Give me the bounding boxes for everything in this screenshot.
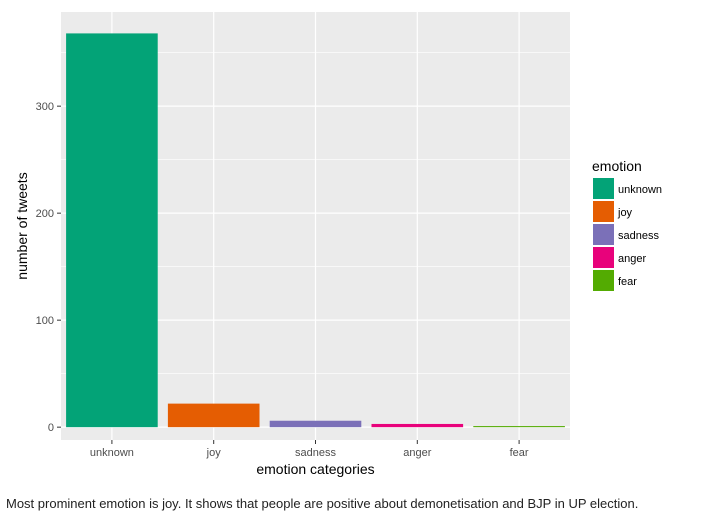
legend-label-unknown: unknown xyxy=(618,184,662,196)
legend-label-sadness: sadness xyxy=(618,230,659,242)
legend-key-sadness xyxy=(593,224,614,245)
y-axis-title: number of tweets xyxy=(14,172,30,279)
legend-key-joy xyxy=(593,201,614,222)
legend-key-fear xyxy=(593,270,614,291)
x-tick-label: anger xyxy=(403,447,431,459)
x-tick-label: joy xyxy=(206,447,222,459)
legend-key-unknown xyxy=(593,178,614,199)
x-tick-label: sadness xyxy=(295,447,336,459)
x-axis-title: emotion categories xyxy=(256,461,374,477)
y-tick-label: 0 xyxy=(48,422,54,434)
y-tick-label: 100 xyxy=(36,315,54,327)
y-tick-label: 300 xyxy=(36,101,54,113)
bar-unknown xyxy=(66,33,158,428)
legend: emotion unknown joy sadness anger fear xyxy=(592,158,662,291)
legend-title: emotion xyxy=(592,158,642,174)
legend-label-anger: anger xyxy=(618,253,646,265)
x-axis: unknown joy sadness anger fear xyxy=(90,440,529,459)
bars xyxy=(66,33,565,428)
bar-anger xyxy=(371,423,464,428)
legend-label-fear: fear xyxy=(618,276,637,288)
bar-fear xyxy=(473,426,565,428)
legend-key-anger xyxy=(593,247,614,268)
x-tick-label: fear xyxy=(510,447,529,459)
bar-chart: 0 100 200 300 unknown joy sadness anger fear em… xyxy=(14,12,662,477)
y-axis: 0 100 200 300 xyxy=(36,101,61,434)
y-tick-label: 200 xyxy=(36,208,54,220)
bar-sadness xyxy=(269,420,362,428)
bar-joy xyxy=(167,403,260,428)
x-tick-label: unknown xyxy=(90,447,134,459)
chart-caption: Most prominent emotion is joy. It shows … xyxy=(6,496,639,511)
legend-label-joy: joy xyxy=(617,207,633,219)
